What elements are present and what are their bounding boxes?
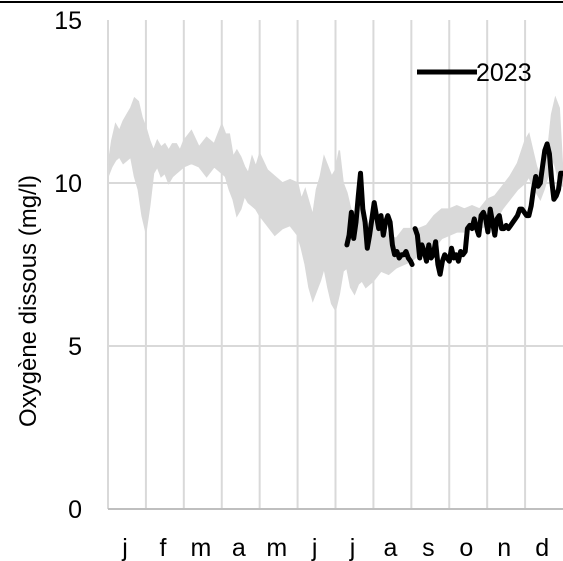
y-tick-labels: 0 5 10 15 [54,7,82,524]
x-tick-label: m [266,534,287,561]
x-tick-label: d [535,534,549,561]
x-tick-label: m [190,534,211,561]
y-tick-label: 5 [68,333,82,361]
x-tick-label: n [497,534,511,561]
series-2023-line [412,141,563,277]
y-axis-label: Oxygène dissous (mg/l) [15,175,42,427]
series-2023-line [344,170,415,267]
x-tick-label: j [121,534,128,561]
x-tick-label: j [311,534,318,561]
x-tick-label: o [459,534,473,561]
legend: 2023 [417,59,532,87]
y-tick-label: 10 [54,170,82,198]
series-2023 [344,141,563,277]
x-tick-label: j [349,534,356,561]
x-tick-label: a [232,534,246,561]
x-tick-label: s [422,534,435,561]
y-tick-label: 0 [68,496,82,524]
historical-range-band [107,95,563,313]
legend-label-2023: 2023 [476,59,532,87]
x-tick-label: f [160,534,167,561]
x-tick-label: a [384,534,398,561]
y-tick-label: 15 [54,7,82,35]
